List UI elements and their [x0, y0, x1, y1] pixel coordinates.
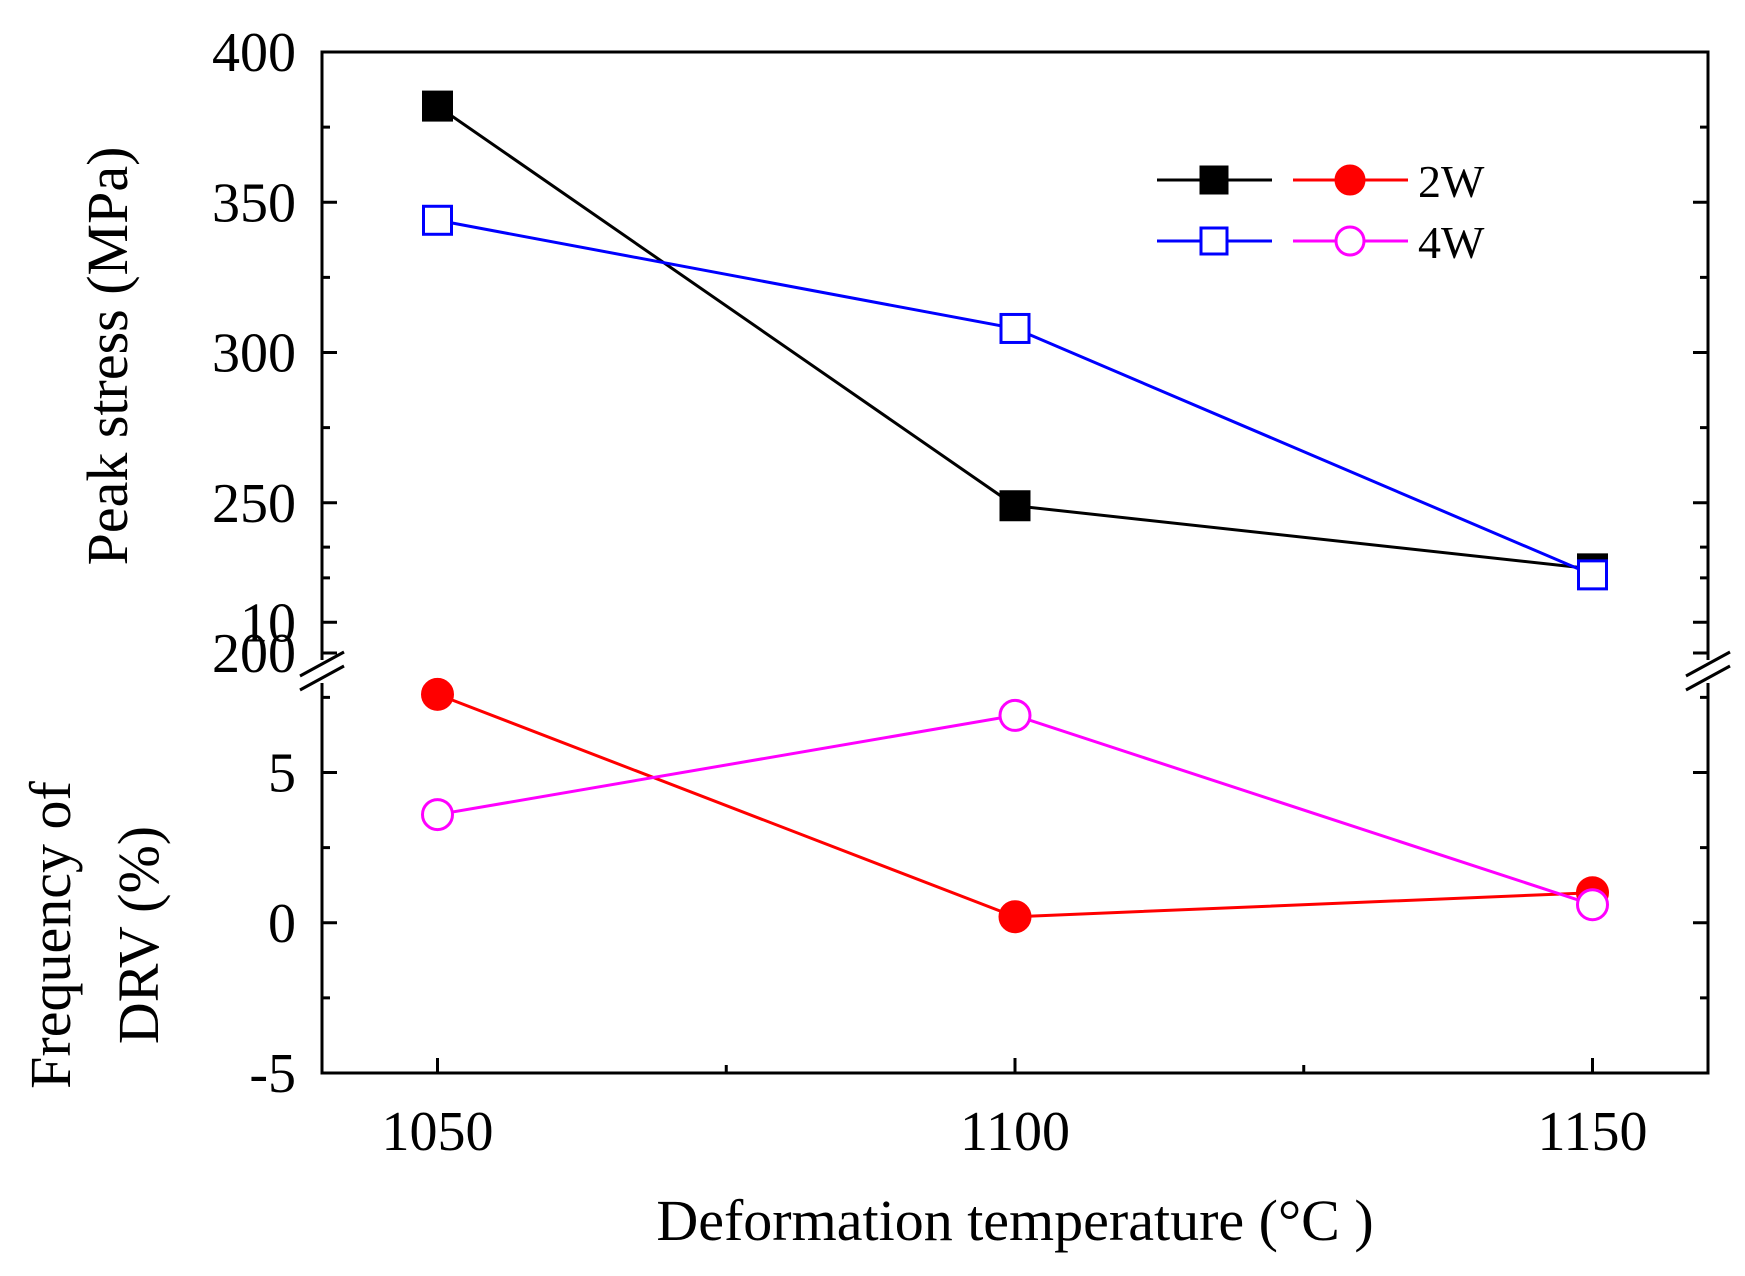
- bottom-series-1-point: [421, 798, 454, 832]
- x-axis-title: Deformation temperature (°C ): [656, 1188, 1373, 1253]
- top-y-tick-label: 400: [212, 22, 296, 84]
- legend-label-4w: 4W: [1418, 217, 1485, 268]
- break-mark-left-2: [299, 664, 345, 692]
- bottom-series-1-point: [1576, 888, 1609, 922]
- bottom-y-tick-label: 5: [268, 743, 296, 805]
- top-series-1-point: [1577, 559, 1608, 591]
- break-mark-right-1: [1685, 650, 1731, 678]
- series-markers: [421, 90, 1609, 934]
- break-mark-left-1: [299, 650, 345, 678]
- legend-entry-blue: [1157, 226, 1272, 256]
- bottom-y-tick-label: 0: [268, 893, 296, 955]
- x-tick-label: 1050: [382, 1101, 494, 1163]
- tick-labels: 1050 1100 1150 200 250 300 350 400 -5 0 5 10: [212, 22, 1647, 1163]
- top-series-1-point: [999, 312, 1031, 344]
- top-y-tick-label: 200: [212, 623, 296, 685]
- legend-marker-circle-filled: [1334, 164, 1366, 196]
- legend-entry-black: [1157, 165, 1272, 195]
- bottom-series-0-point: [421, 677, 454, 711]
- bottom-series-0-point: [998, 900, 1032, 934]
- bottom-y-tick-label: 10: [240, 592, 296, 654]
- x-tick-label: 1150: [1538, 1101, 1648, 1163]
- bottom-series-1-point: [998, 698, 1032, 732]
- legend-entry-4w: 4W: [1293, 217, 1485, 268]
- top-series-0-point: [422, 90, 453, 122]
- axis-break-marks: [299, 650, 1731, 692]
- top-series-1-point: [422, 204, 453, 236]
- top-y-axis-title: Peak stress (MPa): [75, 147, 140, 566]
- top-y-tick-label: 300: [212, 323, 296, 385]
- legend-entry-2w: 2W: [1293, 156, 1485, 207]
- bottom-y-axis-title-line-2: DRV (%): [106, 826, 171, 1044]
- top-y-tick-label: 250: [212, 473, 296, 535]
- bottom-y-axis-title-line-1: Frequency of: [18, 781, 83, 1089]
- legend-marker-square-open: [1199, 226, 1229, 256]
- x-tick-label: 1100: [960, 1101, 1070, 1163]
- top-panel-frame: [320, 50, 1710, 660]
- break-mark-right-2: [1685, 664, 1731, 692]
- legend-marker-circle-open: [1334, 225, 1366, 257]
- bottom-y-tick-label: -5: [249, 1043, 296, 1105]
- legend-marker-square-filled: [1199, 165, 1229, 195]
- legend: 2W 4W: [1157, 156, 1485, 268]
- top-y-tick-label: 350: [212, 172, 296, 234]
- legend-label-2w: 2W: [1418, 156, 1485, 207]
- top-series-0-point: [999, 490, 1031, 522]
- axis-ticks: [322, 50, 1708, 1075]
